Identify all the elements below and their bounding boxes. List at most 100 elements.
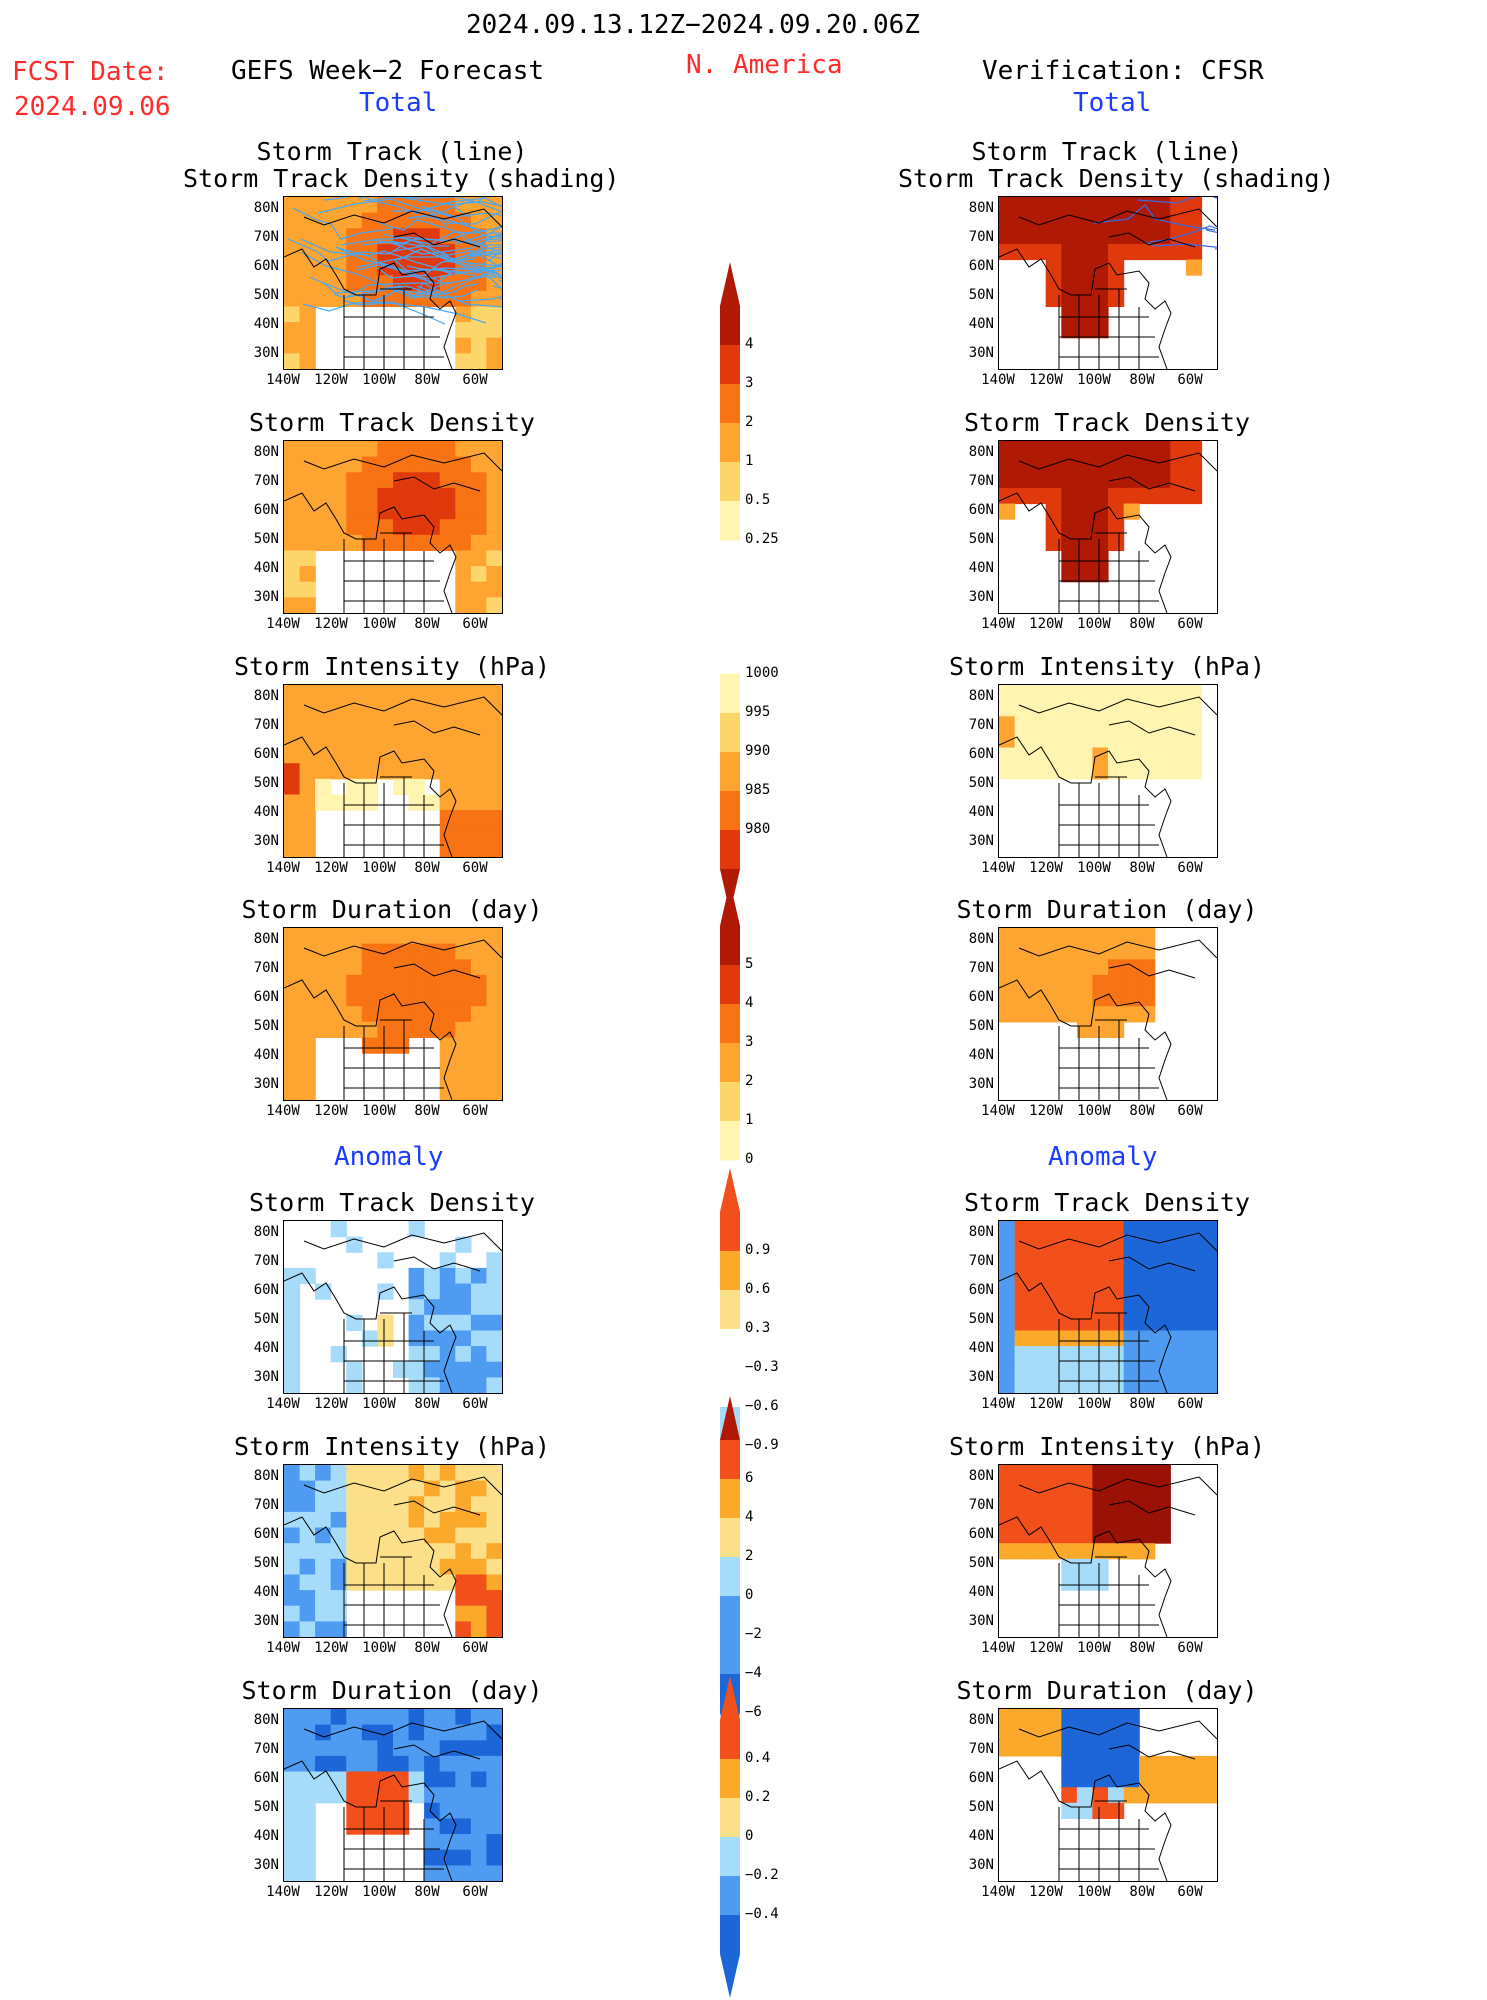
colorbar-tick-label: 990 <box>745 743 771 759</box>
lat-label: 70N <box>253 717 279 733</box>
lon-label: 80W <box>1129 1396 1155 1412</box>
lon-label: 60W <box>1177 860 1203 876</box>
lon-label: 120W <box>314 1103 348 1119</box>
lon-label: 100W <box>362 1396 396 1412</box>
lon-label: 100W <box>362 1884 396 1900</box>
lon-label: 120W <box>314 860 348 876</box>
colorbar-tick-label: −2 <box>745 1626 762 1642</box>
colorbar-tick-label: −0.2 <box>745 1867 779 1883</box>
lon-label: 100W <box>362 860 396 876</box>
lon-label: 120W <box>1029 1103 1063 1119</box>
lat-label: 30N <box>253 1857 279 1873</box>
lon-label: 80W <box>414 1396 440 1412</box>
verification-panel-4-title: Storm Duration (day) <box>956 895 1258 924</box>
lon-label: 80W <box>414 1103 440 1119</box>
lat-label: 80N <box>253 1712 279 1728</box>
lat-label: 80N <box>253 931 279 947</box>
verification-title: Verification: CFSR <box>982 56 1264 86</box>
lat-label: 30N <box>968 1613 994 1629</box>
colorbar-tick-label: 4 <box>745 995 754 1011</box>
fcst-date-label: FCST Date: <box>12 57 169 87</box>
lat-label: 80N <box>253 688 279 704</box>
lat-label: 80N <box>968 200 994 216</box>
lat-label: 60N <box>253 258 279 274</box>
colorbar-tick-label: −0.9 <box>745 1437 779 1453</box>
fcst-date-value: 2024.09.06 <box>14 92 171 122</box>
verification-panel-1-title: Storm Track (line) <box>971 137 1243 166</box>
colorbar-tick-label: 0 <box>745 1587 754 1603</box>
colorbar-tick-label: 980 <box>745 821 771 837</box>
colorbar-tick-label: 1 <box>745 1112 754 1128</box>
lon-label: 100W <box>1077 1640 1111 1656</box>
colorbar-tick-label: 4 <box>745 336 754 352</box>
verification-map-a_duration <box>998 1708 1218 1882</box>
lon-label: 80W <box>414 1884 440 1900</box>
colorbar-anom-density: 0.9 0.6 0.3 −0.3 −0.6 −0.9 <box>720 1168 800 1570</box>
verification-panel-3-title: Storm Intensity (hPa) <box>948 652 1266 681</box>
lat-label: 70N <box>968 229 994 245</box>
lat-label: 80N <box>968 931 994 947</box>
forecast-panel-2-title: Storm Track Density <box>249 408 535 437</box>
lon-label: 140W <box>266 860 300 876</box>
lat-label: 80N <box>253 1224 279 1240</box>
lon-label: 60W <box>1177 1640 1203 1656</box>
lat-label: 50N <box>253 287 279 303</box>
lon-label: 120W <box>314 1884 348 1900</box>
lon-label: 80W <box>414 616 440 632</box>
colorbar-tick-label: 0.5 <box>745 492 771 508</box>
lat-label: 30N <box>968 833 994 849</box>
lat-label: 70N <box>253 473 279 489</box>
lat-label: 40N <box>253 804 279 820</box>
lat-label: 80N <box>968 444 994 460</box>
forecast-total-label: Total <box>359 88 438 118</box>
verification-map-duration <box>998 927 1218 1101</box>
lon-label: 140W <box>266 1103 300 1119</box>
forecast-map-density <box>283 440 503 614</box>
lon-label: 140W <box>266 1640 300 1656</box>
colorbar-tick-label: −4 <box>745 1665 762 1681</box>
lat-label: 40N <box>253 1047 279 1063</box>
lon-label: 60W <box>462 1884 488 1900</box>
lat-label: 50N <box>968 1555 994 1571</box>
lat-label: 80N <box>253 200 279 216</box>
lon-label: 60W <box>1177 1103 1203 1119</box>
colorbar-tick-label: 0.4 <box>745 1750 771 1766</box>
lat-label: 80N <box>253 444 279 460</box>
lat-label: 80N <box>968 1224 994 1240</box>
lat-label: 30N <box>968 1076 994 1092</box>
lat-label: 70N <box>968 1741 994 1757</box>
lon-label: 60W <box>1177 372 1203 388</box>
lat-label: 70N <box>253 229 279 245</box>
colorbar-tick-label: −0.6 <box>745 1398 779 1414</box>
lon-label: 140W <box>266 616 300 632</box>
lat-label: 60N <box>253 746 279 762</box>
lat-label: 50N <box>968 287 994 303</box>
lat-label: 70N <box>968 1253 994 1269</box>
colorbar-tick-label: 3 <box>745 1034 754 1050</box>
lat-label: 60N <box>968 1526 994 1542</box>
verification-anomaly-label: Anomaly <box>1048 1142 1158 1172</box>
lat-label: 80N <box>968 1468 994 1484</box>
lat-label: 60N <box>253 1770 279 1786</box>
colorbar-density: 4 3 2 1 0.5 0.25 <box>720 262 800 554</box>
lon-label: 100W <box>362 1640 396 1656</box>
lat-label: 60N <box>968 746 994 762</box>
lat-label: 50N <box>253 775 279 791</box>
colorbar-tick-label: 2 <box>745 414 754 430</box>
lat-label: 30N <box>253 345 279 361</box>
lat-label: 40N <box>253 1340 279 1356</box>
colorbar-tick-label: −0.3 <box>745 1359 779 1375</box>
colorbar-tick-label: 0 <box>745 1151 754 1167</box>
lon-label: 100W <box>1077 860 1111 876</box>
verification-panel-7-title: Storm Duration (day) <box>956 1676 1258 1705</box>
lat-label: 50N <box>253 1018 279 1034</box>
lon-label: 140W <box>981 860 1015 876</box>
lat-label: 70N <box>968 717 994 733</box>
forecast-panel-6-title: Storm Intensity (hPa) <box>233 1432 551 1461</box>
lat-label: 70N <box>253 1253 279 1269</box>
verification-map-intensity <box>998 684 1218 858</box>
lat-label: 50N <box>968 1018 994 1034</box>
lat-label: 50N <box>968 1311 994 1327</box>
colorbar-tick-label: 1 <box>745 453 754 469</box>
lat-label: 30N <box>253 1613 279 1629</box>
